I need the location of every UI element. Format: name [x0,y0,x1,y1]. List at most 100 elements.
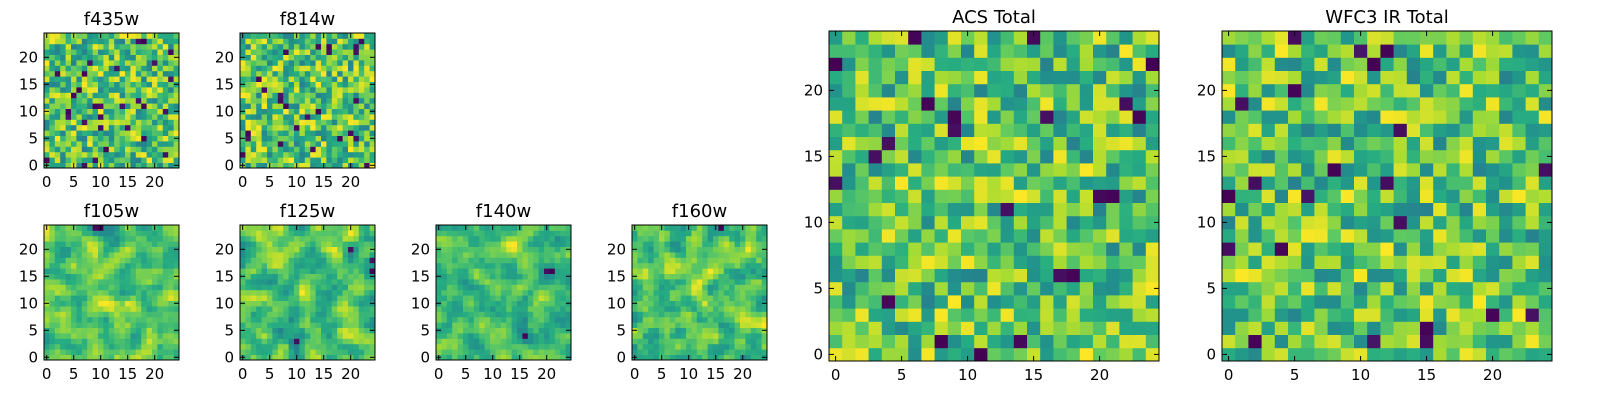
heatmap-cell [44,252,50,258]
heatmap-cell [256,38,262,45]
heatmap-cell [659,343,665,350]
heatmap-cell [495,349,502,355]
heatmap-cell [98,257,104,264]
heatmap-cell [358,162,365,169]
heatmap-cell [691,230,698,237]
heatmap-cell [272,306,279,312]
heatmap-cell [895,44,909,58]
heatmap-cell [1393,295,1408,309]
heatmap-cell [675,327,681,334]
heatmap-cell [756,262,762,269]
heatmap-cell [1499,308,1513,322]
heatmap-cell [44,60,50,66]
heatmap-cell [49,322,56,328]
heatmap-cell [1420,229,1434,243]
heatmap-cell [511,311,518,318]
heatmap-cell [484,257,491,264]
heatmap-cell [1132,229,1147,243]
heatmap-cell [315,235,322,242]
heatmap-cell [713,279,719,285]
heatmap-cell [157,268,164,274]
heatmap-cell [119,70,126,77]
heatmap-cell [71,252,77,258]
heatmap-cell [1235,242,1249,256]
heatmap-cell [283,114,289,120]
heatmap-cell [1301,268,1315,283]
heatmap-cell [974,347,988,362]
heatmap-cell [65,279,72,285]
heatmap-cell [60,289,66,296]
heatmap-cell [114,279,120,285]
heatmap-cell [114,49,120,55]
heatmap-cell [125,257,131,264]
heatmap-cell [125,141,131,147]
heatmap-cell [245,81,252,88]
heatmap-cell [522,343,529,350]
heatmap-cell [452,311,458,318]
heatmap-cell [130,157,137,163]
heatmap-cell [81,65,88,72]
heatmap-cell [310,130,316,136]
heatmap-cell [267,97,273,104]
heatmap-cell [495,241,502,247]
heatmap-cell [326,49,333,55]
heatmap-cell [277,141,284,147]
panel-title: f125w [280,201,335,222]
heatmap-cell [146,49,153,55]
heatmap-cells [240,33,376,169]
x-tick-label: 15 [510,365,529,383]
heatmap-cell [87,70,93,77]
heatmap-cell [81,81,88,88]
heatmap-cell [868,308,883,322]
heatmap-cell [729,225,735,231]
heatmap-cell [277,338,284,345]
heatmap-cell [250,162,257,169]
heatmap-cell [261,103,268,109]
heatmap-cell [331,252,338,258]
heatmap-cell [141,119,147,126]
heatmap-cell [653,230,660,237]
heatmap-cell [65,316,72,323]
heatmap-cell [103,327,110,334]
heatmap-cell [1145,202,1160,217]
heatmap-cell [881,255,896,269]
heatmap-cell [369,322,376,328]
heatmap-cell [961,321,975,335]
heatmap-cell [1314,281,1328,296]
heatmap-cell [436,235,442,242]
heatmap-cell [44,76,50,82]
heatmap-cell [342,108,349,115]
heatmap-cell [60,38,66,45]
heatmap-cell [702,338,708,345]
heatmap-cell [1340,281,1355,296]
heatmap-cell [294,38,300,45]
heatmap-cell [304,225,311,231]
heatmap-cell [135,289,142,296]
heatmap-cell [125,322,131,328]
heatmap-cell [707,273,714,280]
heatmap-cell [168,49,174,55]
heatmap-cell [256,279,262,285]
heatmap-cell [490,246,496,253]
heatmap-cell [283,33,289,39]
heatmap-cell [723,338,730,345]
heatmap-cell [642,279,649,285]
heatmap-cell [1367,163,1381,177]
heatmap-cell [522,262,529,269]
heatmap-cell [1235,229,1249,243]
heatmap-cell [1420,268,1434,283]
heatmap-cell [337,43,343,50]
heatmap-cell [103,252,110,258]
heatmap-cell [250,284,257,291]
heatmap-cell [267,119,273,126]
heatmap-cell [761,333,768,339]
heatmap-cell [261,65,268,72]
heatmap-cell [81,241,88,247]
heatmap-cell [560,349,566,355]
heatmap-cell [103,284,110,291]
heatmap-cell [500,235,507,242]
heatmap-cell [691,306,698,312]
heatmap-cell [168,343,174,350]
heatmap-cell [1222,268,1236,283]
heatmap-cell [473,273,480,280]
